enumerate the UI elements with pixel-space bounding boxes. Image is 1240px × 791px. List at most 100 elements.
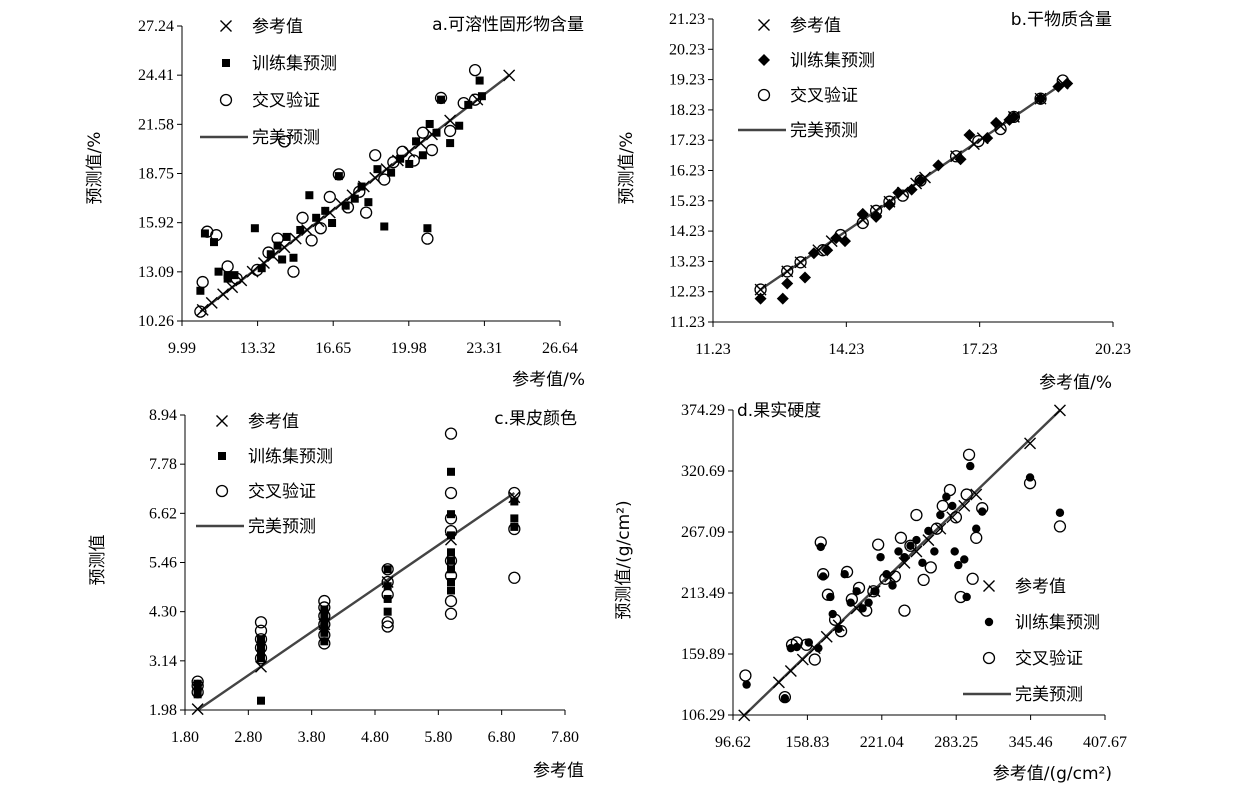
x-point [796, 653, 809, 666]
x-point [323, 206, 336, 219]
y-tick-label: 13.09 [138, 264, 174, 281]
circle-point [323, 190, 336, 204]
y-tick-label: 11.23 [670, 314, 705, 331]
x-axis-label: 参考值/(g/cm²) [993, 764, 1112, 784]
dot-point [828, 609, 837, 619]
circle-point [378, 173, 391, 186]
series-square [196, 76, 486, 295]
x-point [235, 274, 248, 287]
y-tick-label: 20.23 [669, 41, 705, 58]
circle-point [444, 594, 458, 608]
circle-point [966, 572, 979, 585]
circle-point [808, 653, 821, 666]
y-tick-label: 1.98 [149, 702, 177, 719]
diamond-point [981, 132, 994, 145]
legend-label: 交叉验证 [252, 91, 320, 111]
legend-square-swatch [218, 452, 226, 460]
dot-point [948, 501, 957, 511]
dot-point [858, 604, 867, 613]
x-point [870, 204, 883, 217]
circle-point [381, 563, 394, 576]
legend-label: 完美预测 [252, 128, 320, 148]
square-point [328, 219, 337, 228]
square-point [282, 232, 291, 241]
x-tick-label: 7.80 [551, 729, 579, 746]
dot-point [966, 461, 975, 471]
y-tick-label: 10.26 [138, 313, 174, 330]
diamond-point [754, 292, 767, 305]
circle-point [970, 531, 983, 544]
x-point [825, 235, 838, 248]
circle-point [508, 571, 521, 584]
y-tick-label: 374.29 [681, 402, 725, 419]
legend-label: 交叉验证 [790, 86, 858, 106]
x-point [812, 244, 825, 257]
series-diamond [754, 77, 1074, 305]
square-point [230, 271, 239, 280]
square-point [320, 622, 329, 631]
dot-point [962, 592, 971, 602]
series-circle [191, 427, 521, 699]
square-point [447, 510, 455, 519]
x-point [403, 145, 416, 158]
y-tick-label: 213.49 [681, 585, 725, 602]
circle-point [287, 265, 300, 278]
square-point [475, 76, 484, 85]
circle-point [444, 427, 458, 440]
circle-point [444, 486, 458, 500]
x-point [226, 281, 239, 294]
x-tick-label: 11.23 [695, 341, 730, 358]
square-point [447, 467, 455, 476]
x-axis-label: 参考值/% [1039, 373, 1112, 393]
x-point [994, 119, 1007, 132]
x-tick-label: 407.67 [1083, 734, 1127, 751]
y-tick-label: 18.75 [138, 166, 174, 183]
dot-point [936, 510, 945, 520]
y-tick-label: 15.23 [669, 193, 705, 210]
x-tick-label: 96.62 [715, 734, 751, 751]
x-point [267, 250, 280, 263]
square-point [383, 594, 392, 603]
dot-point [900, 552, 909, 562]
square-point [320, 611, 329, 620]
diamond-point [776, 292, 789, 305]
circle-point [778, 690, 792, 704]
circle-point [359, 206, 373, 219]
x-point [278, 241, 291, 254]
y-tick-label: 21.23 [669, 11, 705, 28]
diamond-point [932, 159, 945, 172]
dot-point [780, 694, 790, 703]
y-tick-label: 12.23 [669, 284, 705, 301]
circle-point [960, 488, 973, 501]
legend-label: 参考值 [252, 17, 303, 37]
dot-point [978, 507, 987, 516]
circle-point [369, 149, 382, 162]
x-point [503, 69, 516, 82]
x-tick-label: 16.65 [315, 340, 351, 357]
legend-label: 训练集预测 [1015, 613, 1100, 633]
x-point [257, 256, 270, 269]
circle-point [318, 594, 331, 608]
dot-point [912, 535, 921, 545]
square-point [477, 92, 486, 101]
legend-label: 交叉验证 [248, 482, 316, 502]
legend-circle-swatch [757, 88, 771, 102]
square-point [257, 635, 265, 644]
x-point [301, 223, 314, 236]
series-x [191, 491, 521, 716]
dot-point [918, 558, 927, 568]
series-square [193, 467, 519, 705]
circle-point [962, 448, 976, 461]
circle-point [949, 511, 963, 524]
square-point [200, 229, 209, 238]
diamond-point [1061, 77, 1074, 90]
x-point [896, 186, 909, 199]
dot-point [864, 598, 873, 607]
x-point [191, 703, 204, 716]
dot-point [742, 680, 751, 689]
diamond-point [839, 235, 851, 248]
y-tick-label: 5.46 [149, 555, 177, 572]
square-point [425, 119, 434, 128]
y-tick-label: 3.14 [149, 653, 177, 670]
